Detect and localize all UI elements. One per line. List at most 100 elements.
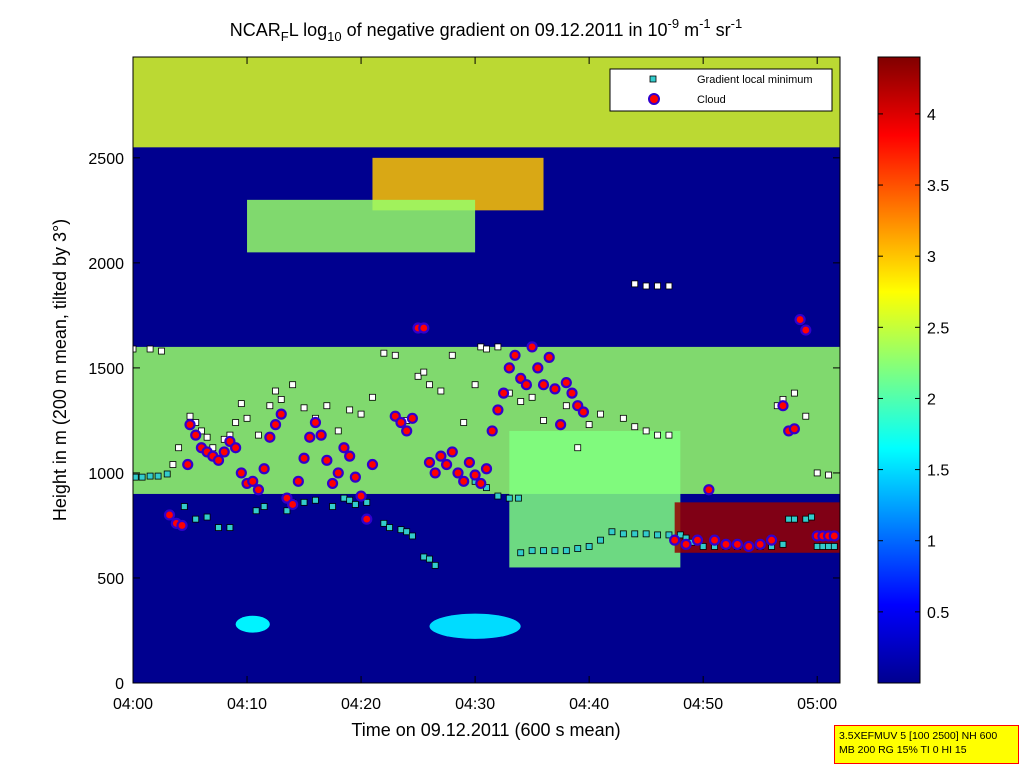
gradient-minimum-low-marker xyxy=(642,530,650,538)
gradient-minimum-low-marker xyxy=(138,473,146,481)
legend-box xyxy=(609,68,833,112)
cloud-marker xyxy=(258,463,270,475)
gradient-minimum-upper-marker xyxy=(540,417,547,424)
gradient-minimum-upper-marker xyxy=(494,343,502,351)
cloud-marker xyxy=(275,408,287,420)
gradient-minimum-upper-marker xyxy=(574,444,582,452)
cloud-marker xyxy=(440,458,453,471)
y-tick-label: 2500 xyxy=(88,151,124,168)
cloud-marker xyxy=(777,400,789,412)
cloud-marker xyxy=(720,538,732,550)
gradient-minimum-low-marker xyxy=(146,472,154,480)
gradient-minimum-low-marker xyxy=(426,555,433,563)
gradient-minimum-low-marker xyxy=(802,515,810,523)
gradient-minimum-upper-marker xyxy=(665,431,673,439)
cloud-marker xyxy=(549,383,561,395)
cloud-marker xyxy=(423,456,436,469)
heatmap-layer-2 xyxy=(247,199,476,253)
legend-label-cloud: Cloud xyxy=(697,94,726,106)
gradient-minimum-upper-marker xyxy=(255,431,262,439)
gradient-minimum-upper-marker xyxy=(169,461,177,468)
x-tick-label: 05:00 xyxy=(797,696,837,713)
gradient-minimum-upper-marker xyxy=(266,402,274,410)
cloud-marker xyxy=(344,450,356,462)
cloud-marker xyxy=(469,469,481,481)
x-tick-label: 04:50 xyxy=(683,696,723,713)
cloud-marker xyxy=(754,538,766,550)
gradient-minimum-low-marker xyxy=(408,532,416,540)
cloud-marker xyxy=(475,477,487,490)
heatmap-blob-7 xyxy=(429,613,521,639)
cloud-marker xyxy=(401,425,413,437)
legend-label-gradient-minimum: Gradient local minimum xyxy=(697,74,813,86)
gradient-minimum-low-marker xyxy=(363,498,371,506)
title-unit-sr: sr xyxy=(711,20,731,40)
cloud-marker xyxy=(418,322,430,334)
gradient-minimum-low-marker xyxy=(631,530,639,538)
heatmap-layer-4 xyxy=(509,430,681,568)
x-tick-label: 04:20 xyxy=(341,696,381,713)
y-tick-label: 0 xyxy=(115,676,124,693)
gradient-minimum-low-marker xyxy=(397,526,405,534)
gradient-minimum-low-marker xyxy=(180,503,188,510)
gradient-minimum-low-marker xyxy=(574,545,582,552)
info-box-line1: 3.5XEFMUV 5 [100 2500] NH 600 xyxy=(839,730,998,742)
cloud-marker xyxy=(828,530,840,542)
cloud-marker xyxy=(532,362,544,374)
colorbar-tick-label: 4 xyxy=(927,107,936,124)
gradient-minimum-upper-marker xyxy=(642,282,650,290)
y-tick-label: 1500 xyxy=(88,361,124,378)
y-axis-label: Height in m (200 m mean, tilted by 3°) xyxy=(50,219,70,521)
gradient-minimum-low-marker xyxy=(431,561,439,569)
legend-marker-cloud xyxy=(648,93,660,105)
gradient-minimum-low-marker xyxy=(329,503,336,510)
cloud-marker xyxy=(366,458,379,471)
x-axis-label: Time on 09.12.2011 (600 s mean) xyxy=(351,720,620,740)
gradient-minimum-upper-marker xyxy=(642,427,650,435)
cloud-marker xyxy=(543,351,555,363)
title-sub-10: 10 xyxy=(327,29,341,44)
gradient-minimum-upper-marker xyxy=(289,381,297,389)
legend: Gradient local minimum Cloud xyxy=(609,68,833,112)
gradient-minimum-low-marker xyxy=(619,530,627,538)
gradient-minimum-upper-marker xyxy=(631,423,639,431)
y-tick-label: 2000 xyxy=(88,256,124,273)
cloud-marker xyxy=(492,404,504,416)
colorbar-tick-label: 2 xyxy=(927,391,936,408)
gradient-minimum-upper-marker xyxy=(585,421,593,429)
gradient-minimum-low-marker xyxy=(300,498,308,506)
gradient-minimum-upper-marker xyxy=(146,345,154,353)
title-sup-sr: -1 xyxy=(731,16,743,31)
colorbar-tick-label: 0.5 xyxy=(927,605,949,622)
x-tick-label: 04:30 xyxy=(455,696,495,713)
title-part-middle: of negative gradient on 09.12.2011 in 10 xyxy=(342,20,668,40)
cloud-marker xyxy=(321,454,333,466)
gradient-minimum-upper-marker xyxy=(369,393,376,401)
title-sup-exp: -9 xyxy=(668,16,680,31)
gradient-minimum-low-marker xyxy=(312,496,319,504)
plot-area xyxy=(133,57,840,683)
gradient-minimum-upper-marker xyxy=(334,427,342,435)
gradient-minimum-low-marker xyxy=(819,543,827,550)
gradient-minimum-low-marker xyxy=(260,503,268,510)
gradient-minimum-low-marker xyxy=(808,513,815,521)
gradient-minimum-upper-marker xyxy=(631,280,639,288)
cloud-marker xyxy=(498,387,510,399)
cloud-marker xyxy=(480,463,493,475)
colorbar-tick-label: 3 xyxy=(927,249,936,266)
cloud-marker xyxy=(235,467,247,479)
cloud-marker xyxy=(315,429,327,441)
gradient-minimum-low-marker xyxy=(654,531,661,539)
heatmap-blob-6 xyxy=(235,615,270,633)
gradient-minimum-low-marker xyxy=(540,547,547,555)
cloud-marker xyxy=(560,377,572,389)
cloud-marker xyxy=(361,513,373,525)
cloud-marker xyxy=(395,416,407,429)
gradient-minimum-upper-marker xyxy=(790,389,798,397)
gradient-minimum-low-marker xyxy=(386,524,393,531)
cloud-marker xyxy=(212,454,225,466)
gradient-minimum-low-marker xyxy=(346,496,354,504)
cloud-marker xyxy=(298,452,310,464)
cloud-marker xyxy=(458,475,470,487)
